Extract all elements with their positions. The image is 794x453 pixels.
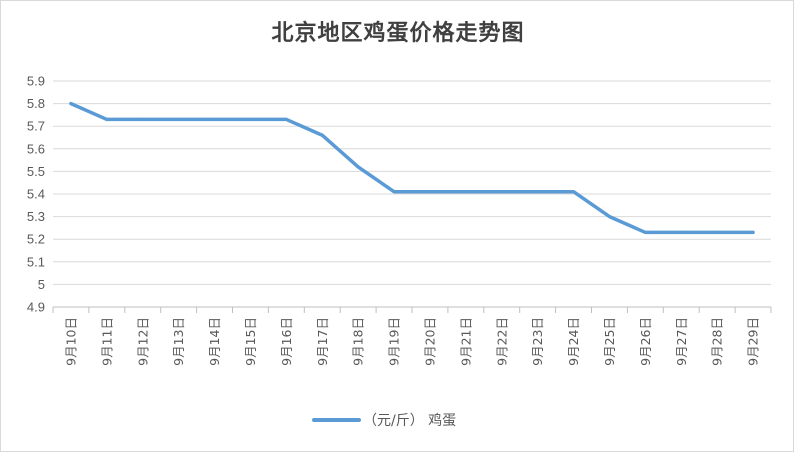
y-tick-label: 5.8 bbox=[27, 96, 45, 111]
data-point bbox=[105, 117, 109, 121]
legend-label: （元/斤） 鸡蛋 bbox=[363, 412, 456, 429]
x-tick-label: 9月16日 bbox=[279, 317, 294, 366]
chart-title: 北京地区鸡蛋价格走势图 bbox=[271, 21, 525, 46]
data-point bbox=[679, 230, 683, 234]
grid-lines bbox=[53, 80, 771, 285]
y-tick-label: 5.6 bbox=[27, 141, 45, 156]
axes bbox=[52, 306, 772, 313]
x-tick-labels: 9月10日 9月11日 9月12日 9月13日 9月14日 9月15日 9月16日 9月17日… bbox=[63, 317, 760, 366]
x-tick-label: 9月20日 bbox=[422, 317, 437, 366]
x-tick-label: 9月23日 bbox=[530, 317, 545, 366]
x-tick-label: 9月19日 bbox=[387, 317, 402, 366]
x-tick-label: 9月18日 bbox=[351, 317, 366, 366]
y-tick-label: 5.4 bbox=[27, 187, 45, 202]
data-point bbox=[356, 165, 360, 169]
data-point bbox=[213, 117, 217, 121]
data-point bbox=[141, 117, 145, 121]
x-tick-label: 9月25日 bbox=[602, 317, 617, 366]
y-tick-labels: 4.9 5 5.1 5.2 5.3 5.4 5.5 5.6 5.7 5.8 5.9 bbox=[27, 74, 45, 315]
x-tick-label: 9月12日 bbox=[135, 317, 150, 366]
series-line bbox=[69, 101, 755, 235]
y-tick-label: 5.9 bbox=[27, 74, 45, 89]
x-tick-label: 9月11日 bbox=[99, 317, 114, 366]
data-point bbox=[464, 190, 468, 194]
data-point bbox=[607, 215, 611, 219]
data-point bbox=[751, 230, 755, 234]
x-tick-label: 9月24日 bbox=[566, 317, 581, 366]
y-tick-label: 5.5 bbox=[27, 164, 45, 179]
data-point bbox=[177, 117, 181, 121]
legend: （元/斤） 鸡蛋 bbox=[312, 412, 456, 429]
x-tick-label: 9月21日 bbox=[458, 317, 473, 366]
data-point bbox=[500, 190, 504, 194]
x-tick-label: 9月27日 bbox=[674, 317, 689, 366]
data-point bbox=[320, 133, 324, 137]
y-tick-label: 5.1 bbox=[27, 254, 45, 269]
data-point bbox=[284, 117, 288, 121]
x-tick-label: 9月10日 bbox=[63, 317, 78, 366]
y-tick-label: 5.2 bbox=[27, 232, 45, 247]
data-point bbox=[392, 190, 396, 194]
data-point bbox=[572, 190, 576, 194]
data-point bbox=[715, 230, 719, 234]
y-tick-label: 5.3 bbox=[27, 209, 45, 224]
y-tick-label: 4.9 bbox=[27, 300, 45, 315]
x-tick-label: 9月26日 bbox=[638, 317, 653, 366]
x-tick-label: 9月13日 bbox=[171, 317, 186, 366]
data-point bbox=[248, 117, 252, 121]
x-tick-label: 9月29日 bbox=[746, 317, 761, 366]
data-point bbox=[69, 102, 73, 106]
x-tick-label: 9月15日 bbox=[243, 317, 258, 366]
y-tick-label: 5.7 bbox=[27, 119, 45, 134]
y-tick-label: 5 bbox=[38, 277, 45, 292]
x-tick-label: 9月17日 bbox=[315, 317, 330, 366]
x-tick-label: 9月14日 bbox=[207, 317, 222, 366]
x-tick-label: 9月22日 bbox=[494, 317, 509, 366]
series-layer bbox=[69, 101, 755, 235]
data-point bbox=[643, 230, 647, 234]
x-tick-label: 9月28日 bbox=[710, 317, 725, 366]
data-point bbox=[536, 190, 540, 194]
data-point bbox=[428, 190, 432, 194]
